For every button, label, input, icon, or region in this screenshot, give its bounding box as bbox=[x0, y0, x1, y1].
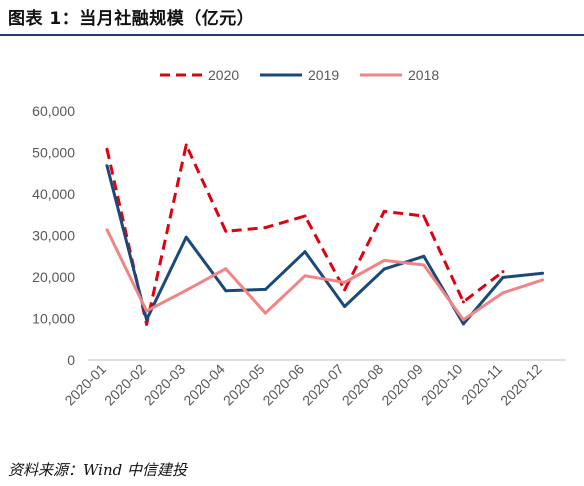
data-point-2019 bbox=[263, 287, 267, 291]
data-point-2020 bbox=[145, 322, 149, 326]
title-divider bbox=[0, 34, 584, 36]
data-point-2019 bbox=[184, 235, 188, 239]
data-point-2020 bbox=[184, 143, 188, 147]
y-tick-label: 20,000 bbox=[32, 269, 75, 285]
source-note: 资料来源：Wind 中信建投 bbox=[8, 461, 187, 479]
data-point-2019 bbox=[105, 164, 109, 168]
data-point-2019 bbox=[461, 322, 465, 326]
data-point-2018 bbox=[224, 267, 228, 271]
x-tick-label: 2020-10 bbox=[418, 361, 466, 409]
data-point-2019 bbox=[303, 250, 307, 254]
x-tick-label: 2020-05 bbox=[220, 361, 268, 409]
data-point-2020 bbox=[343, 288, 347, 292]
data-point-2019 bbox=[382, 267, 386, 271]
series-lines bbox=[105, 143, 545, 326]
data-point-2020 bbox=[422, 214, 426, 218]
y-tick-label: 0 bbox=[67, 352, 75, 368]
data-point-2020 bbox=[263, 226, 267, 230]
data-point-2019 bbox=[145, 318, 149, 322]
x-tick-label: 2020-03 bbox=[141, 361, 189, 409]
data-point-2018 bbox=[263, 311, 267, 315]
data-point-2019 bbox=[422, 254, 426, 258]
x-tick-label: 2020-08 bbox=[339, 361, 387, 409]
x-tick-label: 2020-04 bbox=[180, 361, 228, 409]
data-point-2019 bbox=[501, 275, 505, 279]
data-point-2018 bbox=[382, 258, 386, 262]
data-point-2020 bbox=[224, 229, 228, 233]
data-point-2018 bbox=[184, 288, 188, 292]
y-tick-label: 60,000 bbox=[32, 103, 75, 119]
data-point-2020 bbox=[461, 300, 465, 304]
y-tick-label: 10,000 bbox=[32, 311, 75, 327]
data-point-2018 bbox=[422, 263, 426, 267]
y-tick-label: 30,000 bbox=[32, 228, 75, 244]
data-point-2018 bbox=[303, 274, 307, 278]
data-point-2020 bbox=[303, 214, 307, 218]
series-line-2018 bbox=[105, 229, 544, 322]
data-point-2019 bbox=[343, 305, 347, 308]
data-point-2019 bbox=[224, 289, 228, 293]
data-point-2018 bbox=[105, 228, 109, 232]
data-point-2018 bbox=[541, 278, 545, 282]
x-tick-label: 2020-12 bbox=[497, 361, 545, 409]
data-point-2020 bbox=[105, 147, 109, 151]
y-tick-label: 50,000 bbox=[32, 145, 75, 161]
figure-title: 图表 1：当月社融规模（亿元） bbox=[8, 9, 255, 29]
x-tick-label: 2020-06 bbox=[259, 361, 307, 409]
legend: 2020 2019 2018 bbox=[160, 67, 439, 83]
data-point-2020 bbox=[501, 270, 505, 274]
x-tick-label: 2020-09 bbox=[378, 361, 426, 409]
legend-label-2018: 2018 bbox=[408, 67, 439, 83]
series-line-2020 bbox=[105, 143, 504, 326]
x-tick-label: 2020-11 bbox=[458, 361, 505, 408]
legend-label-2020: 2020 bbox=[208, 67, 239, 83]
legend-label-2019: 2019 bbox=[308, 67, 339, 83]
data-point-2019 bbox=[541, 271, 545, 275]
data-point-2018 bbox=[145, 309, 149, 313]
x-tick-label: 2020-02 bbox=[101, 361, 149, 409]
data-point-2018 bbox=[501, 291, 505, 295]
y-tick-label: 40,000 bbox=[32, 186, 75, 202]
data-point-2018 bbox=[343, 280, 347, 284]
data-point-2020 bbox=[382, 209, 386, 213]
series-line-2019 bbox=[105, 165, 543, 326]
data-point-2018 bbox=[461, 318, 465, 322]
x-tick-label: 2020-07 bbox=[299, 361, 347, 409]
